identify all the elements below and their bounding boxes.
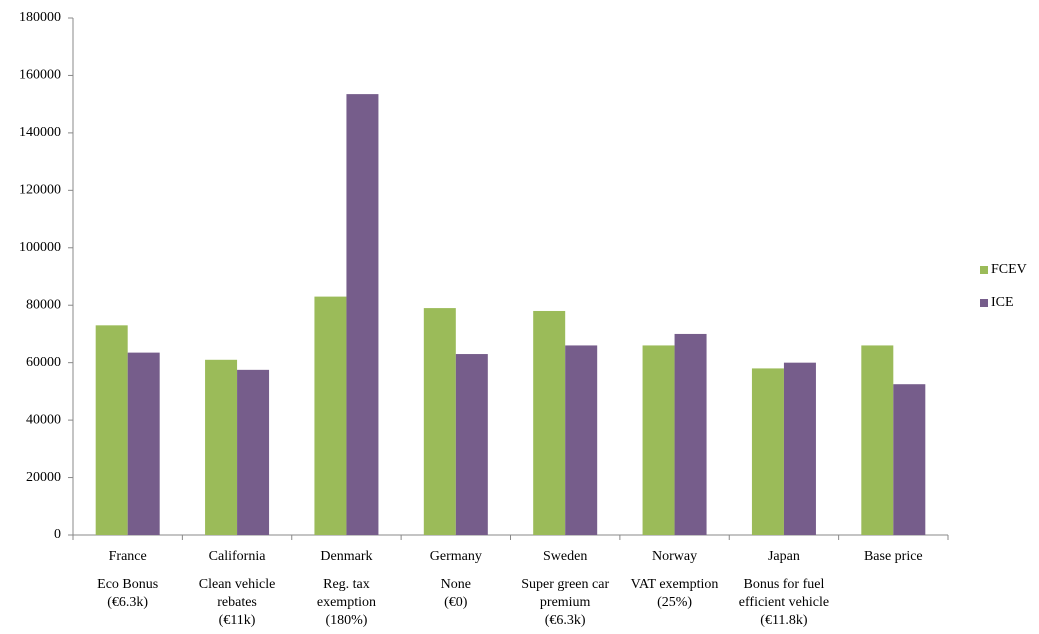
bar bbox=[893, 384, 926, 535]
bar bbox=[423, 308, 456, 535]
y-tick-label: 60000 bbox=[26, 355, 61, 370]
x-sub-label: None bbox=[441, 577, 471, 592]
x-tick-label: Norway bbox=[652, 549, 697, 564]
x-sub-label: VAT exemption bbox=[631, 577, 719, 592]
x-tick-label: France bbox=[109, 549, 147, 564]
y-tick-label: 80000 bbox=[26, 297, 61, 312]
x-sub-label: (25%) bbox=[657, 595, 692, 610]
x-sub-label: (180%) bbox=[325, 613, 367, 628]
y-tick-label: 40000 bbox=[26, 412, 61, 427]
legend-swatch bbox=[980, 266, 988, 274]
bar bbox=[861, 345, 894, 535]
x-tick-label: California bbox=[209, 549, 267, 564]
bar bbox=[455, 354, 488, 535]
bar bbox=[642, 345, 675, 535]
x-sub-label: efficient vehicle bbox=[739, 595, 829, 610]
bar bbox=[751, 368, 784, 535]
x-tick-label: Japan bbox=[768, 549, 800, 564]
legend-label: FCEV bbox=[991, 262, 1027, 277]
x-sub-label: premium bbox=[540, 595, 591, 610]
y-tick-label: 100000 bbox=[19, 240, 61, 255]
bar bbox=[565, 345, 598, 535]
bar bbox=[533, 310, 566, 535]
bar bbox=[674, 333, 707, 535]
legend-swatch bbox=[980, 299, 988, 307]
y-tick-label: 180000 bbox=[19, 10, 61, 25]
x-sub-label: (€0) bbox=[444, 595, 468, 610]
bar bbox=[314, 296, 347, 535]
bar bbox=[237, 369, 270, 535]
bar bbox=[783, 362, 816, 535]
x-tick-label: Base price bbox=[864, 549, 923, 564]
x-sub-label: (€6.3k) bbox=[545, 613, 586, 628]
x-sub-label: Reg. tax bbox=[323, 577, 370, 592]
x-sub-label: exemption bbox=[317, 595, 376, 610]
x-sub-label: Clean vehicle bbox=[199, 577, 276, 592]
bar bbox=[95, 325, 128, 535]
x-sub-label: (€6.3k) bbox=[107, 595, 148, 610]
y-tick-label: 140000 bbox=[19, 125, 61, 140]
x-sub-label: Eco Bonus bbox=[97, 577, 158, 592]
x-sub-label: Bonus for fuel bbox=[743, 577, 824, 592]
x-sub-label: rebates bbox=[217, 595, 257, 610]
bar bbox=[205, 359, 238, 535]
x-sub-label: (€11k) bbox=[219, 613, 256, 628]
y-tick-label: 0 bbox=[54, 527, 61, 542]
bar bbox=[346, 94, 379, 535]
y-tick-label: 20000 bbox=[26, 470, 61, 485]
y-tick-label: 120000 bbox=[19, 183, 61, 198]
legend-label: ICE bbox=[991, 295, 1014, 310]
x-tick-label: Sweden bbox=[543, 549, 587, 564]
x-tick-label: Denmark bbox=[320, 549, 372, 564]
bar bbox=[127, 352, 160, 535]
x-sub-label: Super green car bbox=[521, 577, 609, 592]
x-tick-label: Germany bbox=[430, 549, 482, 564]
x-sub-label: (€11.8k) bbox=[760, 613, 808, 628]
y-tick-label: 160000 bbox=[19, 68, 61, 83]
